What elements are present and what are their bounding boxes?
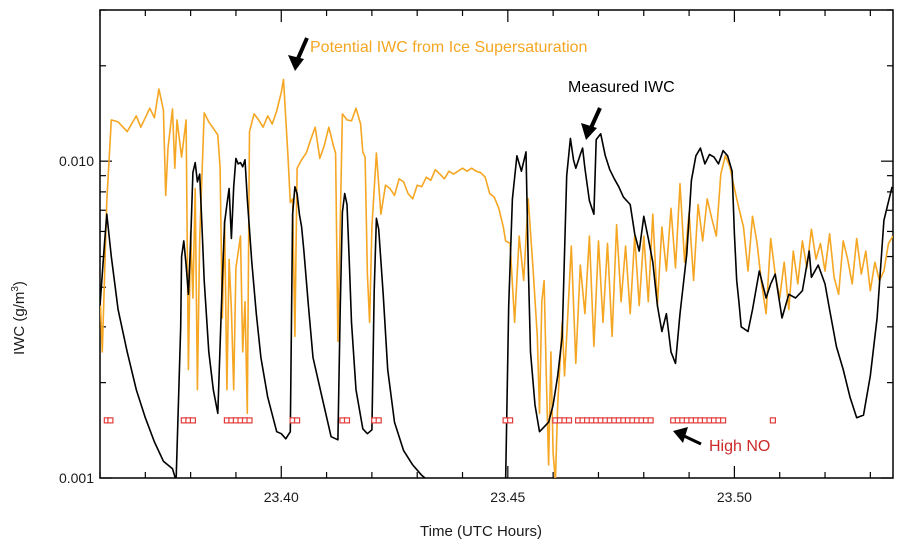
high-no-arrow-icon xyxy=(681,433,702,446)
high-no-marker xyxy=(769,417,777,424)
high-no-markers xyxy=(103,417,777,424)
x-tick-label: 23.40 xyxy=(264,489,299,505)
x-axis-label: Time (UTC Hours) xyxy=(420,523,542,540)
measured-iwc-arrowhead-icon xyxy=(581,123,597,140)
y-axis-ticks: 0.001 0.010 xyxy=(59,9,893,486)
potential-iwc-arrowhead-icon xyxy=(288,55,304,71)
potential-iwc-annotation: Potential IWC from Ice Supersaturation xyxy=(310,39,587,56)
high-no-marker xyxy=(246,417,253,424)
y-axis-label-close: ) xyxy=(11,281,28,286)
annotations: Time (UTC Hours) IWC (g/m3) Potential IW… xyxy=(10,37,770,540)
high-no-marker xyxy=(565,417,573,424)
high-no-marker xyxy=(719,417,727,424)
high-no-arrowhead-icon xyxy=(673,427,688,443)
x-tick-label: 23.50 xyxy=(717,489,752,505)
y-axis-label: IWC (g/m3) xyxy=(10,281,28,355)
y-axis-label-superscript: 3 xyxy=(10,286,21,292)
y-tick-label: 0.010 xyxy=(59,153,94,169)
potential-iwc-line xyxy=(100,78,893,478)
measured-iwc-arrow-icon xyxy=(588,107,602,131)
high-no-marker xyxy=(189,417,196,424)
measured-iwc-annotation: Measured IWC xyxy=(568,79,675,96)
high-no-annotation: High NO xyxy=(709,438,770,455)
high-no-marker xyxy=(343,417,351,424)
series-layer xyxy=(100,78,893,478)
y-tick-label: 0.001 xyxy=(59,470,94,486)
measured-iwc-line xyxy=(100,133,893,478)
high-no-marker xyxy=(294,417,301,424)
high-no-marker xyxy=(507,417,514,424)
high-no-marker xyxy=(107,417,114,424)
y-axis-label-main: IWC (g/m xyxy=(11,292,28,355)
high-no-marker xyxy=(647,417,654,424)
x-axis-ticks: 23.40 23.45 23.50 xyxy=(99,10,871,505)
x-tick-label: 23.45 xyxy=(490,489,525,505)
high-no-marker xyxy=(375,417,382,424)
plot-frame xyxy=(99,9,894,479)
